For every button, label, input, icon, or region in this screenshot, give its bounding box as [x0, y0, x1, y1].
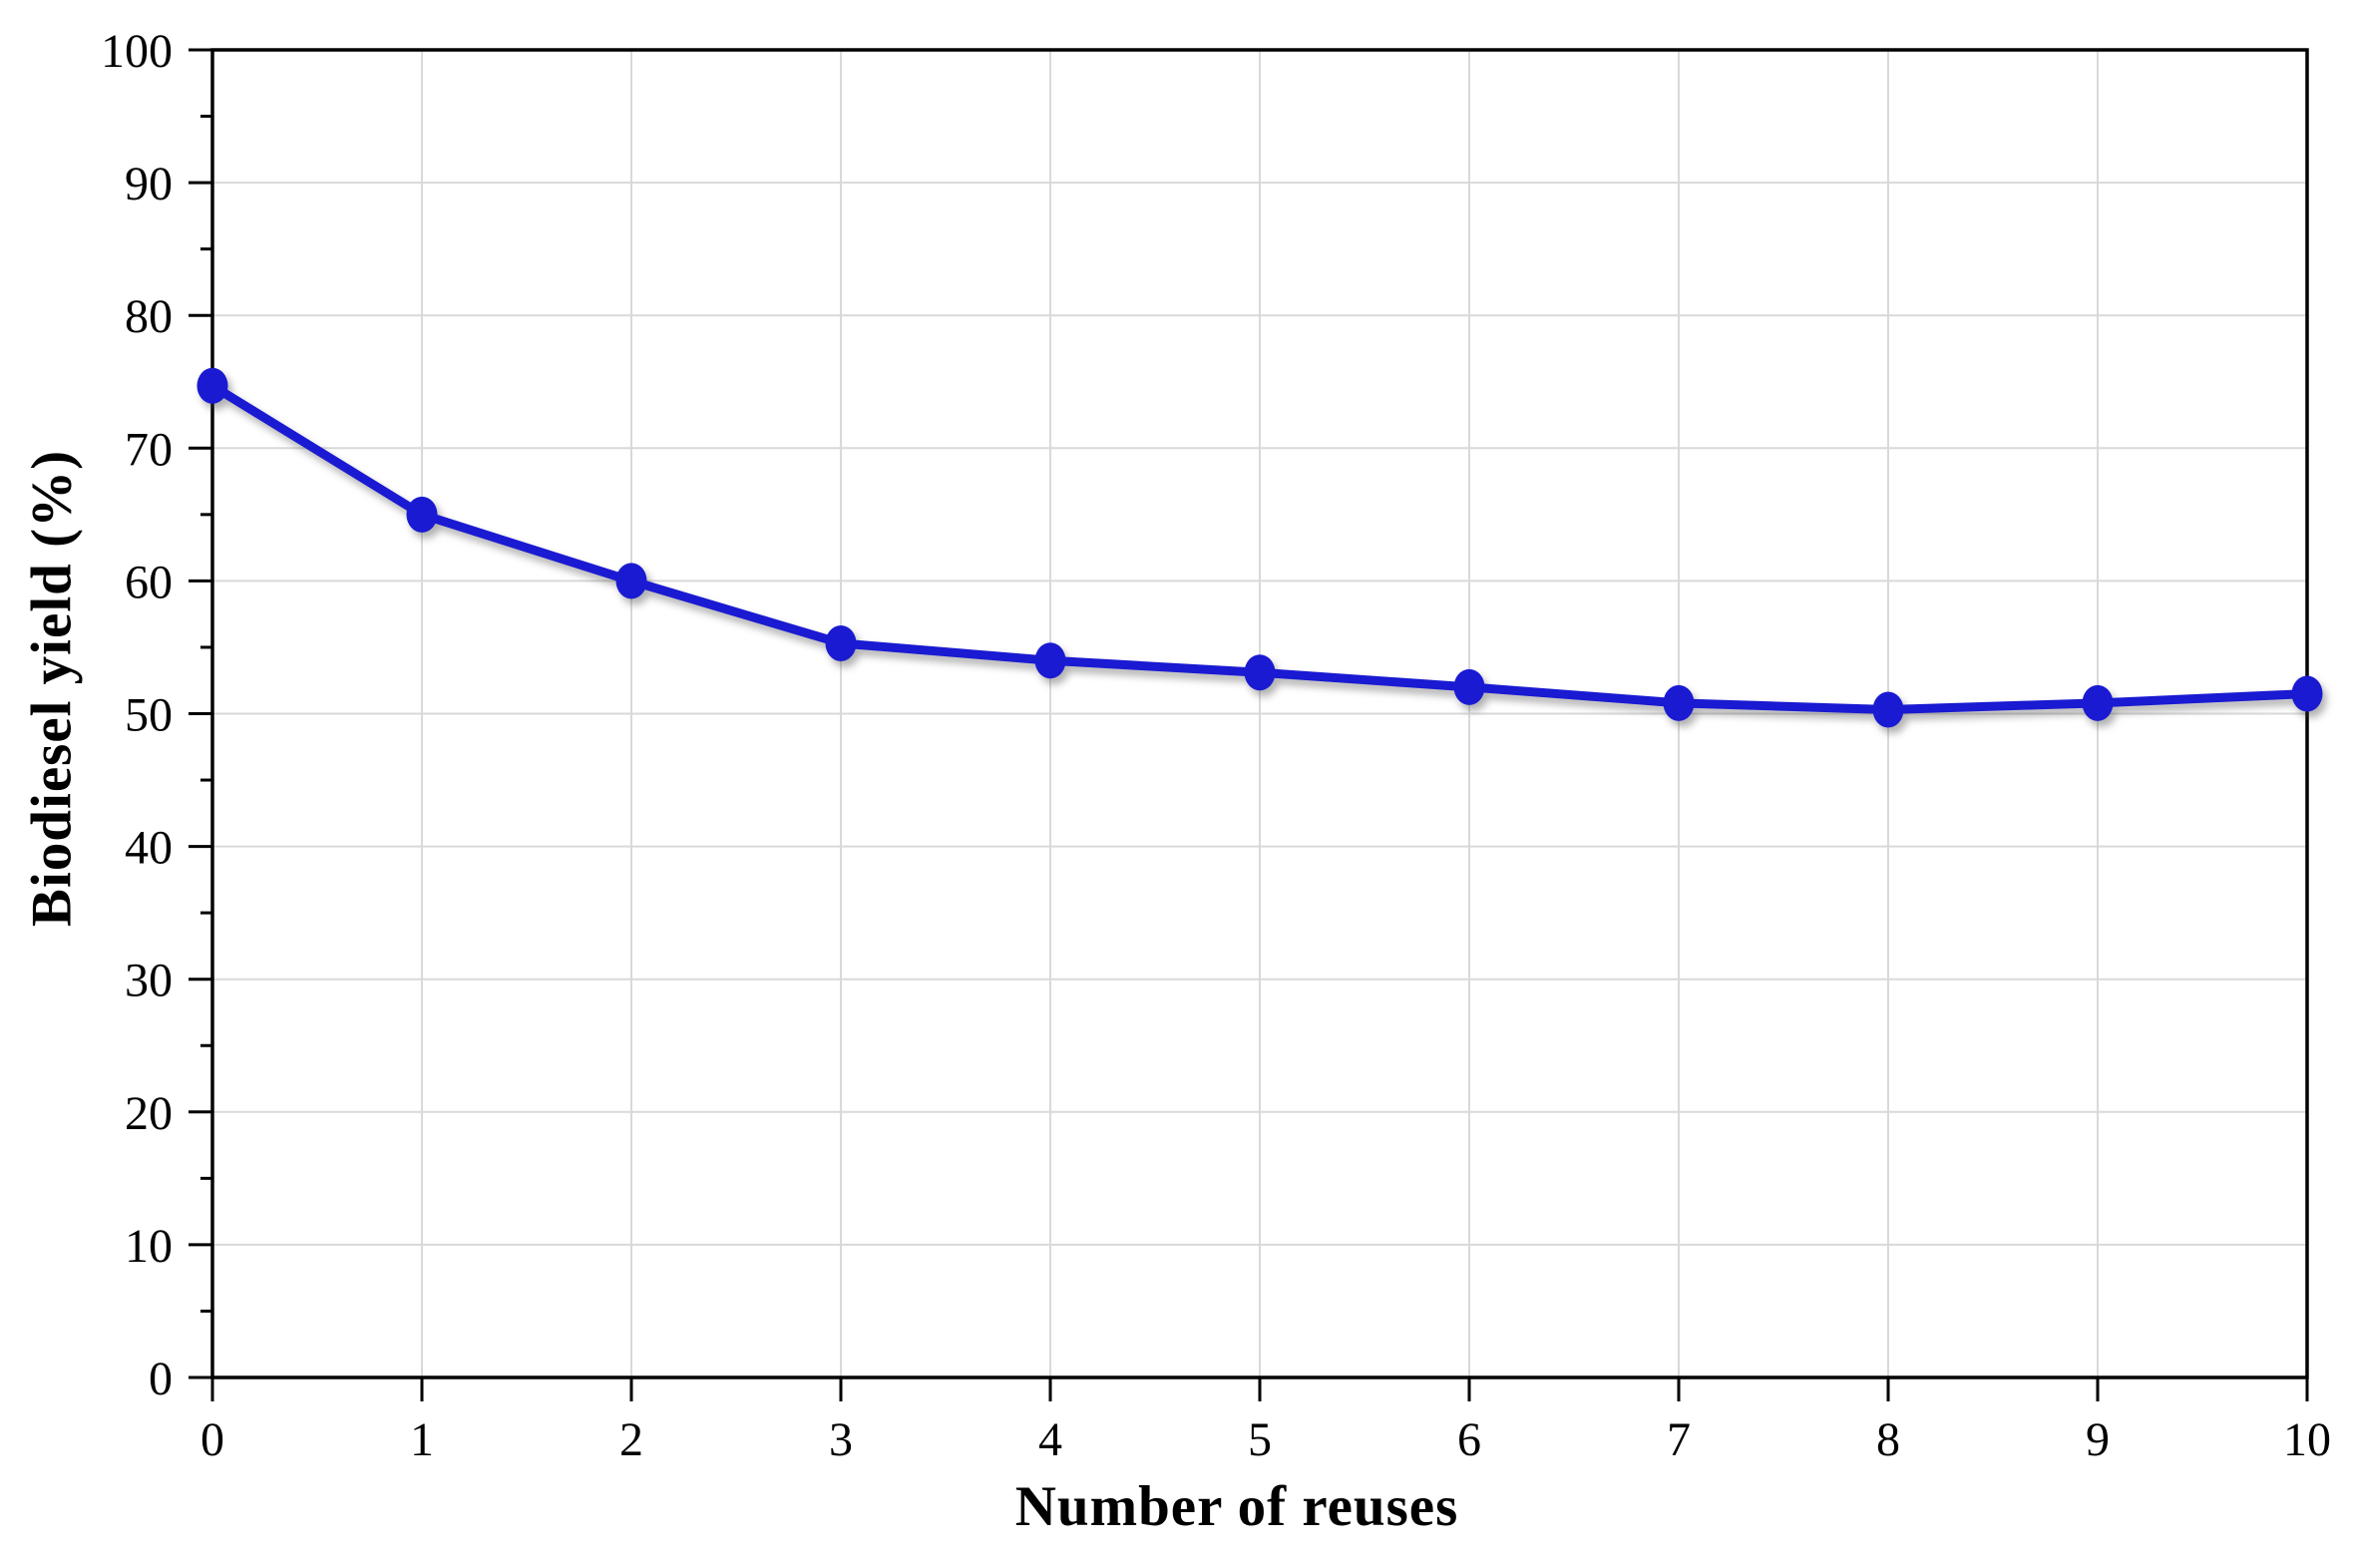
y-tick-label: 100: [101, 25, 173, 78]
y-tick-label: 90: [125, 158, 173, 210]
x-tick-label: 4: [1038, 1413, 1062, 1466]
plot-border: [210, 48, 2309, 1379]
data-point: [196, 367, 228, 404]
y-tick-label: 20: [125, 1087, 173, 1140]
data-point: [1034, 642, 1066, 679]
y-tick-label: 30: [125, 955, 173, 1007]
x-tick-label: 10: [2283, 1413, 2331, 1466]
x-tick-label: 1: [410, 1413, 434, 1466]
data-point: [1453, 668, 1485, 705]
x-tick-label: 5: [1248, 1413, 1272, 1466]
x-tick-label: 8: [1876, 1413, 1900, 1466]
data-point: [1244, 654, 1276, 691]
y-tick-label: 60: [125, 556, 173, 608]
data-point: [1872, 691, 1904, 728]
gridlines: [212, 49, 2308, 1377]
x-tick-label: 2: [619, 1413, 643, 1466]
y-tick-label: 0: [149, 1353, 173, 1405]
x-tick-label: 9: [2086, 1413, 2110, 1466]
data-points: [196, 367, 2323, 728]
data-point: [406, 496, 438, 533]
plot-border-rect: [210, 48, 2309, 1379]
y-axis-title: Biodiesel yield (%): [20, 449, 84, 928]
data-point: [825, 624, 857, 661]
x-tick-label: 7: [1667, 1413, 1691, 1466]
y-tick-label: 50: [125, 689, 173, 742]
data-series: [196, 367, 2323, 728]
x-tick-label: 0: [200, 1413, 224, 1466]
y-tick-label: 80: [125, 290, 173, 343]
x-tick-label: 3: [829, 1413, 853, 1466]
data-point: [2291, 675, 2323, 712]
y-tick-label: 70: [125, 423, 173, 476]
y-tick-label: 10: [125, 1220, 173, 1273]
y-tick-label: 40: [125, 822, 173, 875]
x-axis-title: Number of reuses: [1014, 1475, 1459, 1538]
data-point: [1663, 684, 1695, 721]
data-point: [2082, 684, 2114, 721]
data-point: [615, 563, 647, 599]
x-tick-label: 6: [1457, 1413, 1481, 1466]
axis-ticks: [189, 48, 2309, 1401]
tick-labels: 0 10 20 30 40 50 60 70 80 90 100 0 1 2 3 4 5 6 7 8 9 10: [101, 25, 2331, 1466]
